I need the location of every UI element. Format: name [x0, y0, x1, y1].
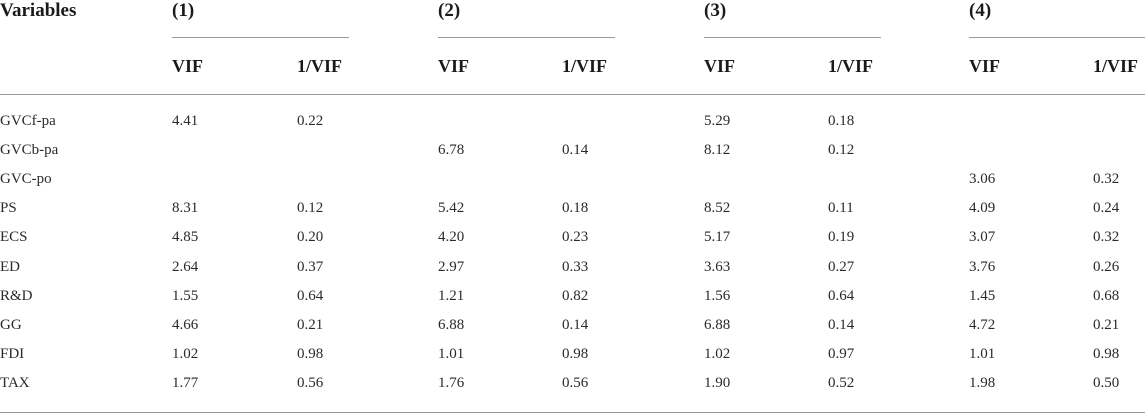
- vif-cell: 1.56: [704, 288, 731, 304]
- vif-cell: 1.02: [704, 346, 731, 362]
- subheader-inv-vif-4: 1/VIF: [1093, 56, 1138, 76]
- inv-vif-cell: 0.14: [828, 317, 855, 333]
- inv-vif-cell: 0.32: [1093, 171, 1120, 187]
- inv-vif-cell: 0.19: [828, 229, 855, 245]
- vif-cell: 2.64: [172, 259, 199, 275]
- row-label: FDI: [0, 346, 25, 362]
- inv-vif-cell: 0.64: [297, 288, 324, 304]
- inv-vif-cell: 0.68: [1093, 288, 1120, 304]
- vif-cell: 3.63: [704, 259, 731, 275]
- row-label: GVC-po: [0, 171, 52, 187]
- model-rule-4: [969, 37, 1145, 38]
- vif-cell: 1.77: [172, 375, 199, 391]
- inv-vif-cell: 0.37: [297, 259, 324, 275]
- model-header-4: (4): [969, 0, 992, 21]
- vif-cell: 1.55: [172, 288, 199, 304]
- inv-vif-cell: 0.52: [828, 375, 855, 391]
- vif-cell: 1.98: [969, 375, 996, 391]
- vif-cell: 1.01: [969, 346, 996, 362]
- row-label: TAX: [0, 375, 30, 391]
- vif-cell: 6.78: [438, 142, 465, 158]
- vif-cell: 4.41: [172, 113, 199, 129]
- inv-vif-cell: 0.56: [297, 375, 324, 391]
- inv-vif-cell: 0.98: [1093, 346, 1120, 362]
- vif-cell: 4.66: [172, 317, 199, 333]
- inv-vif-cell: 0.33: [562, 259, 589, 275]
- vif-cell: 3.76: [969, 259, 996, 275]
- row-label: ECS: [0, 229, 28, 245]
- inv-vif-cell: 0.23: [562, 229, 589, 245]
- inv-vif-cell: 0.14: [562, 317, 589, 333]
- table-bottom-rule: [0, 412, 1145, 413]
- inv-vif-cell: 0.14: [562, 142, 589, 158]
- row-label: GVCf-pa: [0, 113, 56, 129]
- vif-cell: 8.31: [172, 200, 199, 216]
- row-label: R&D: [0, 288, 33, 304]
- row-label: ED: [0, 259, 20, 275]
- inv-vif-cell: 0.32: [1093, 229, 1120, 245]
- subheader-inv-vif-3: 1/VIF: [828, 56, 873, 76]
- vif-cell: 4.72: [969, 317, 996, 333]
- inv-vif-cell: 0.56: [562, 375, 589, 391]
- model-header-2: (2): [438, 0, 461, 21]
- model-header-1: (1): [172, 0, 195, 21]
- inv-vif-cell: 0.12: [828, 142, 855, 158]
- inv-vif-cell: 0.20: [297, 229, 324, 245]
- subheader-vif-1: VIF: [172, 56, 203, 76]
- inv-vif-cell: 0.12: [297, 200, 324, 216]
- row-label: GG: [0, 317, 22, 333]
- vif-cell: 1.76: [438, 375, 465, 391]
- row-label: PS: [0, 200, 17, 216]
- inv-vif-cell: 0.22: [297, 113, 324, 129]
- subheader-inv-vif-2: 1/VIF: [562, 56, 607, 76]
- inv-vif-cell: 0.98: [562, 346, 589, 362]
- model-rule-1: [172, 37, 349, 38]
- vif-cell: 2.97: [438, 259, 465, 275]
- vif-cell: 3.07: [969, 229, 996, 245]
- inv-vif-cell: 0.64: [828, 288, 855, 304]
- inv-vif-cell: 0.50: [1093, 375, 1120, 391]
- inv-vif-cell: 0.24: [1093, 200, 1120, 216]
- header-bottom-rule: [0, 94, 1145, 95]
- vif-cell: 6.88: [704, 317, 731, 333]
- vif-cell: 5.42: [438, 200, 465, 216]
- model-rule-2: [438, 37, 615, 38]
- model-rule-3: [704, 37, 881, 38]
- subheader-inv-vif-1: 1/VIF: [297, 56, 342, 76]
- vif-cell: 1.01: [438, 346, 465, 362]
- inv-vif-cell: 0.98: [297, 346, 324, 362]
- subheader-vif-3: VIF: [704, 56, 735, 76]
- inv-vif-cell: 0.21: [1093, 317, 1120, 333]
- row-label: GVCb-pa: [0, 142, 59, 158]
- vif-cell: 5.17: [704, 229, 731, 245]
- inv-vif-cell: 0.27: [828, 259, 855, 275]
- vif-cell: 5.29: [704, 113, 731, 129]
- vif-cell: 6.88: [438, 317, 465, 333]
- vif-cell: 3.06: [969, 171, 996, 187]
- inv-vif-cell: 0.82: [562, 288, 589, 304]
- vif-cell: 8.52: [704, 200, 731, 216]
- subheader-vif-4: VIF: [969, 56, 1000, 76]
- vif-cell: 1.90: [704, 375, 731, 391]
- model-header-3: (3): [704, 0, 727, 21]
- vif-cell: 8.12: [704, 142, 731, 158]
- vif-cell: 1.21: [438, 288, 465, 304]
- stub-header: Variables: [0, 0, 77, 21]
- subheader-vif-2: VIF: [438, 56, 469, 76]
- inv-vif-cell: 0.97: [828, 346, 855, 362]
- vif-cell: 4.85: [172, 229, 199, 245]
- vif-cell: 4.20: [438, 229, 465, 245]
- inv-vif-cell: 0.18: [828, 113, 855, 129]
- vif-cell: 1.02: [172, 346, 199, 362]
- vif-cell: 4.09: [969, 200, 996, 216]
- inv-vif-cell: 0.21: [297, 317, 324, 333]
- inv-vif-cell: 0.26: [1093, 259, 1120, 275]
- vif-cell: 1.45: [969, 288, 996, 304]
- inv-vif-cell: 0.18: [562, 200, 589, 216]
- inv-vif-cell: 0.11: [828, 200, 854, 216]
